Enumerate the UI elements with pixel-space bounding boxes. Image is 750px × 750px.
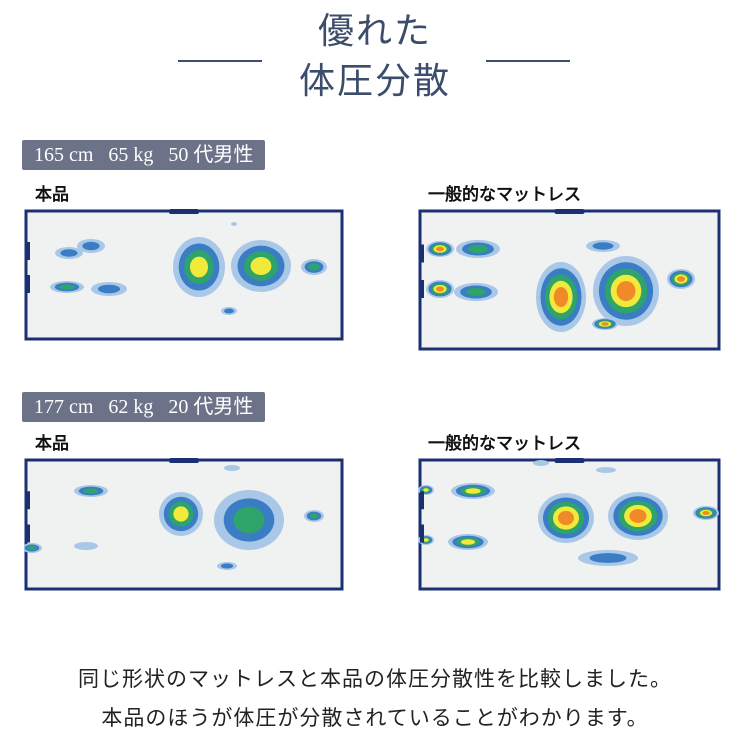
pressure-zone-level-5 (436, 286, 444, 292)
title-divider-left (178, 60, 262, 62)
frame-handle (26, 491, 30, 510)
pressure-zone-level-2 (224, 308, 234, 314)
subject-badge-2: 177 cm 62 kg 20 代男性 (22, 392, 266, 422)
pressure-zone-level-5 (629, 509, 647, 523)
pressure-zone-level-4 (250, 256, 272, 276)
pressure-zone-level-4 (189, 256, 209, 278)
product-label-2: 本品 (35, 434, 69, 454)
caption-line2: 本品のほうが体圧が分散されていることがわかります。 (101, 706, 649, 730)
pressure-zone-level-4 (465, 488, 481, 494)
pressure-map-generic-1 (418, 209, 721, 351)
pressure-zone-level-5 (436, 246, 444, 252)
pressure-zone-level-3 (233, 506, 265, 534)
subject-badge-1: 165 cm 65 kg 50 代男性 (22, 140, 266, 170)
pressure-map-product-2 (24, 458, 344, 591)
pressure-zone-level-5 (616, 281, 636, 301)
title-line1: 優れた (317, 11, 432, 52)
frame-handle (420, 244, 424, 263)
title-divider-right (486, 60, 570, 62)
pressure-zone-level-4 (423, 488, 429, 492)
pressure-map-generic-2 (418, 458, 721, 591)
frame-tab (169, 458, 199, 463)
frame-handle (420, 491, 424, 510)
pressure-zone-level-3 (308, 263, 320, 271)
frame-handle (420, 280, 424, 298)
frame-handle (26, 524, 30, 543)
pressure-zone-level-4 (423, 538, 429, 542)
frame-handle (26, 275, 30, 293)
pressure-zone-level-5 (601, 322, 609, 326)
pressure-zone-level-4 (461, 539, 475, 545)
pressure-zone-level-1 (533, 460, 549, 466)
pressure-zone-level-2 (60, 249, 78, 257)
pressure-zone-level-3 (83, 488, 99, 494)
pressure-zone-level-1 (224, 465, 240, 471)
pressure-zone-level-1 (231, 222, 237, 226)
frame-tab (554, 209, 585, 214)
caption-line1: 同じ形状のマットレスと本品の体圧分散性を比較しました。 (78, 667, 672, 691)
pressure-zone-level-4 (173, 506, 189, 522)
generic-label-1: 一般的なマットレス (428, 185, 581, 205)
pressure-zone-level-2 (97, 284, 121, 294)
pressure-map-product-1 (24, 209, 344, 341)
title-line2: 体圧分散 (298, 61, 451, 102)
frame-tab (169, 209, 199, 214)
frame-handle (420, 524, 424, 543)
pressure-zone-level-5 (558, 510, 574, 526)
pressure-zone-level-2 (82, 241, 100, 251)
pressure-zone-level-1 (596, 467, 616, 473)
pressure-zone-level-2 (592, 242, 614, 250)
pressure-zone-level-3 (27, 545, 37, 551)
pressure-zone-level-3 (59, 284, 75, 290)
pressure-zone-level-3 (468, 245, 488, 253)
generic-label-2: 一般的なマットレス (428, 434, 581, 454)
pressure-zone-level-5 (677, 276, 685, 282)
pressure-zone-level-3 (466, 288, 486, 296)
pressure-zone-level-5 (702, 511, 710, 515)
pressure-zone-level-2 (589, 553, 627, 563)
frame-tab (554, 458, 585, 463)
product-label-1: 本品 (35, 185, 69, 205)
pressure-zone-level-3 (309, 513, 319, 519)
pressure-zone-level-1 (74, 542, 98, 550)
pressure-zone-level-2 (220, 563, 234, 569)
pressure-zone-level-5 (553, 287, 569, 307)
frame-handle (26, 242, 30, 260)
